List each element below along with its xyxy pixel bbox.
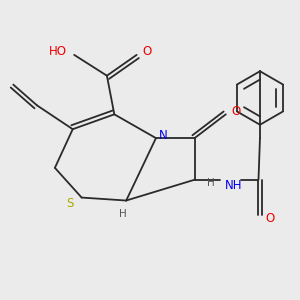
Text: O: O	[232, 105, 241, 118]
Text: O: O	[265, 212, 274, 225]
Text: S: S	[66, 197, 74, 210]
Text: NH: NH	[224, 179, 242, 192]
Text: N: N	[159, 129, 168, 142]
Text: H: H	[119, 209, 127, 219]
Text: O: O	[142, 45, 152, 58]
Text: HO: HO	[49, 45, 67, 58]
Text: H: H	[207, 178, 215, 188]
